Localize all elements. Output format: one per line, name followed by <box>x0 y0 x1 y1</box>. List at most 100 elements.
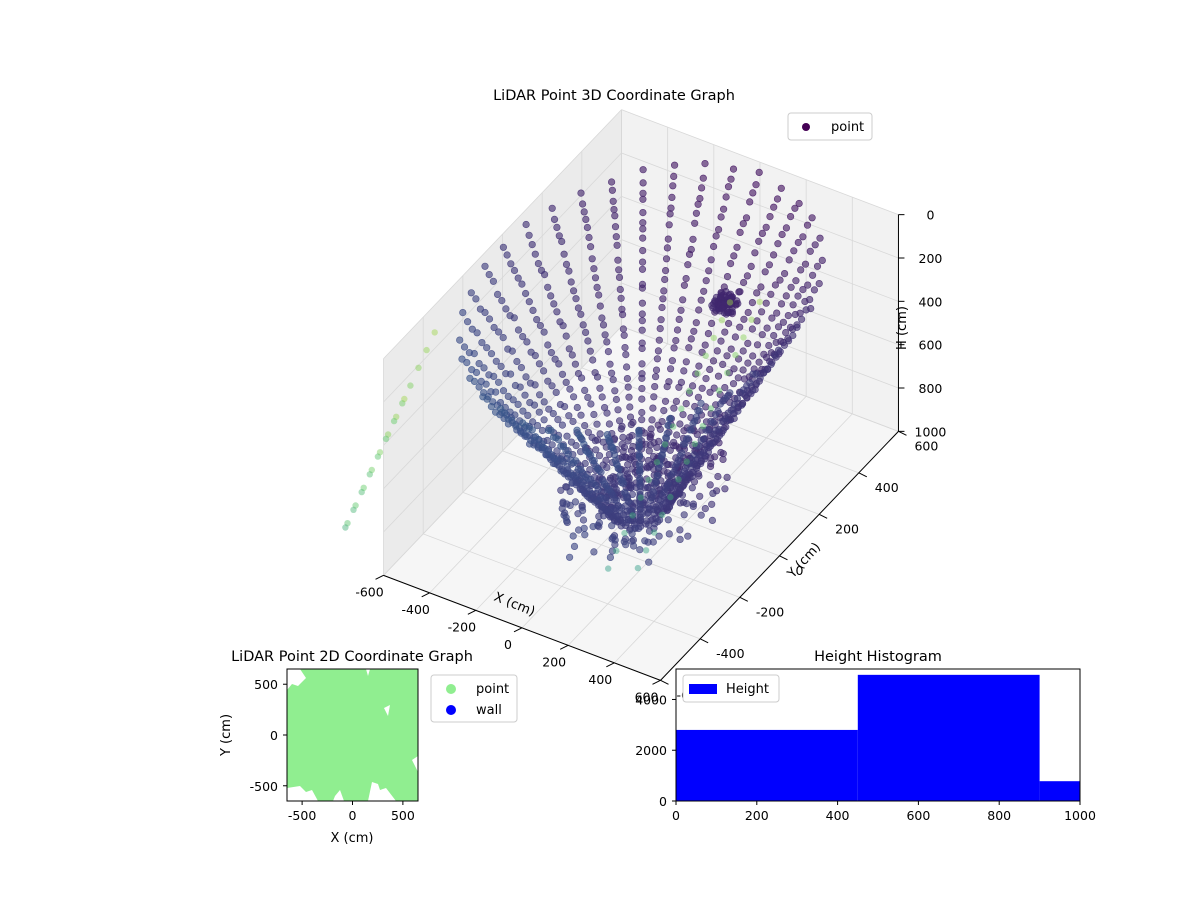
point-marker <box>782 224 791 232</box>
point-marker <box>665 221 673 229</box>
point-marker <box>570 542 579 551</box>
point-marker <box>773 195 782 203</box>
point-marker <box>697 399 705 407</box>
point-marker <box>652 366 661 374</box>
point-marker-distant <box>342 524 349 531</box>
point-marker <box>479 393 487 401</box>
point-marker <box>675 383 683 391</box>
point-marker <box>533 316 541 324</box>
point-marker-distant <box>726 299 734 306</box>
point-marker <box>729 165 738 173</box>
point-marker <box>649 404 657 412</box>
point-marker <box>718 304 727 312</box>
point-marker <box>473 329 481 337</box>
point-marker-distant <box>621 529 628 537</box>
point-marker <box>650 488 658 497</box>
y-tick-mark <box>779 555 788 561</box>
point-marker-distant <box>384 431 392 438</box>
point-marker <box>734 407 742 415</box>
point-marker <box>636 546 644 554</box>
point-marker <box>578 507 587 515</box>
point-marker <box>507 260 515 268</box>
point-marker <box>639 195 647 203</box>
point-marker-distant <box>344 520 351 527</box>
point-marker <box>624 515 632 524</box>
point-marker <box>615 273 624 282</box>
point-marker <box>499 387 508 395</box>
point-marker <box>577 374 586 382</box>
point-marker <box>757 283 765 291</box>
point-marker <box>757 308 766 316</box>
point-marker <box>683 500 691 508</box>
point-marker <box>768 314 776 322</box>
chart-2d-legend-point: point <box>476 682 509 697</box>
point-marker <box>548 382 556 390</box>
point-marker-distant <box>401 395 408 403</box>
point-marker <box>562 260 571 269</box>
point-marker <box>567 438 576 446</box>
x-tick-label: -400 <box>402 602 430 617</box>
point-marker <box>494 290 502 299</box>
point-marker <box>707 256 715 264</box>
point-marker <box>662 255 671 263</box>
chart-2d-title: LiDAR Point 2D Coordinate Graph <box>231 649 473 665</box>
point-marker <box>544 377 552 385</box>
point-marker <box>565 412 573 420</box>
grid-z-back <box>621 109 899 216</box>
x-tick-label: 1000 <box>1064 808 1096 823</box>
point-marker <box>804 281 812 289</box>
point-marker <box>618 453 626 462</box>
point-marker <box>540 398 548 406</box>
x-tick-mark <box>375 574 384 580</box>
point-marker <box>535 360 544 368</box>
point-marker <box>663 383 671 391</box>
point-marker <box>468 366 476 374</box>
point-marker <box>742 214 751 222</box>
point-marker <box>651 383 659 391</box>
point-marker <box>653 443 661 452</box>
point-marker <box>690 451 698 459</box>
point-marker <box>539 367 548 375</box>
point-marker <box>755 168 763 176</box>
point-marker <box>766 213 774 221</box>
y-tick-mark <box>660 679 669 685</box>
point-marker <box>584 393 592 402</box>
point-marker <box>614 406 622 414</box>
point-marker <box>684 261 692 269</box>
point-marker <box>685 250 694 258</box>
point-marker <box>734 374 742 382</box>
point-marker <box>489 277 498 285</box>
point-marker <box>521 289 530 298</box>
point-marker <box>639 209 647 217</box>
point-marker <box>611 387 619 395</box>
point-marker <box>639 219 647 227</box>
point-marker <box>624 383 632 391</box>
point-marker <box>731 333 740 341</box>
point-marker <box>755 237 763 245</box>
point-marker <box>691 219 699 227</box>
point-marker <box>713 347 721 355</box>
point-marker <box>808 271 817 279</box>
point-marker <box>697 184 706 192</box>
point-marker <box>782 292 790 300</box>
point-marker <box>590 410 598 419</box>
point-marker <box>729 380 738 388</box>
point-marker <box>628 530 636 538</box>
point-marker <box>495 378 503 386</box>
point-marker <box>573 426 581 434</box>
point-marker <box>717 448 725 457</box>
point-marker <box>519 333 527 341</box>
point-marker <box>739 347 747 355</box>
y-tick-label: -500 <box>250 779 278 794</box>
x-tick-mark <box>652 679 661 685</box>
point-marker-distant <box>675 476 682 483</box>
point-marker <box>791 310 799 319</box>
point-marker <box>639 225 647 233</box>
point-marker-distant <box>423 346 430 354</box>
point-marker <box>580 524 588 532</box>
point-marker <box>581 531 589 539</box>
point-marker <box>504 345 512 353</box>
point-marker <box>634 524 643 533</box>
point-marker <box>562 513 570 521</box>
point-marker <box>468 325 476 333</box>
